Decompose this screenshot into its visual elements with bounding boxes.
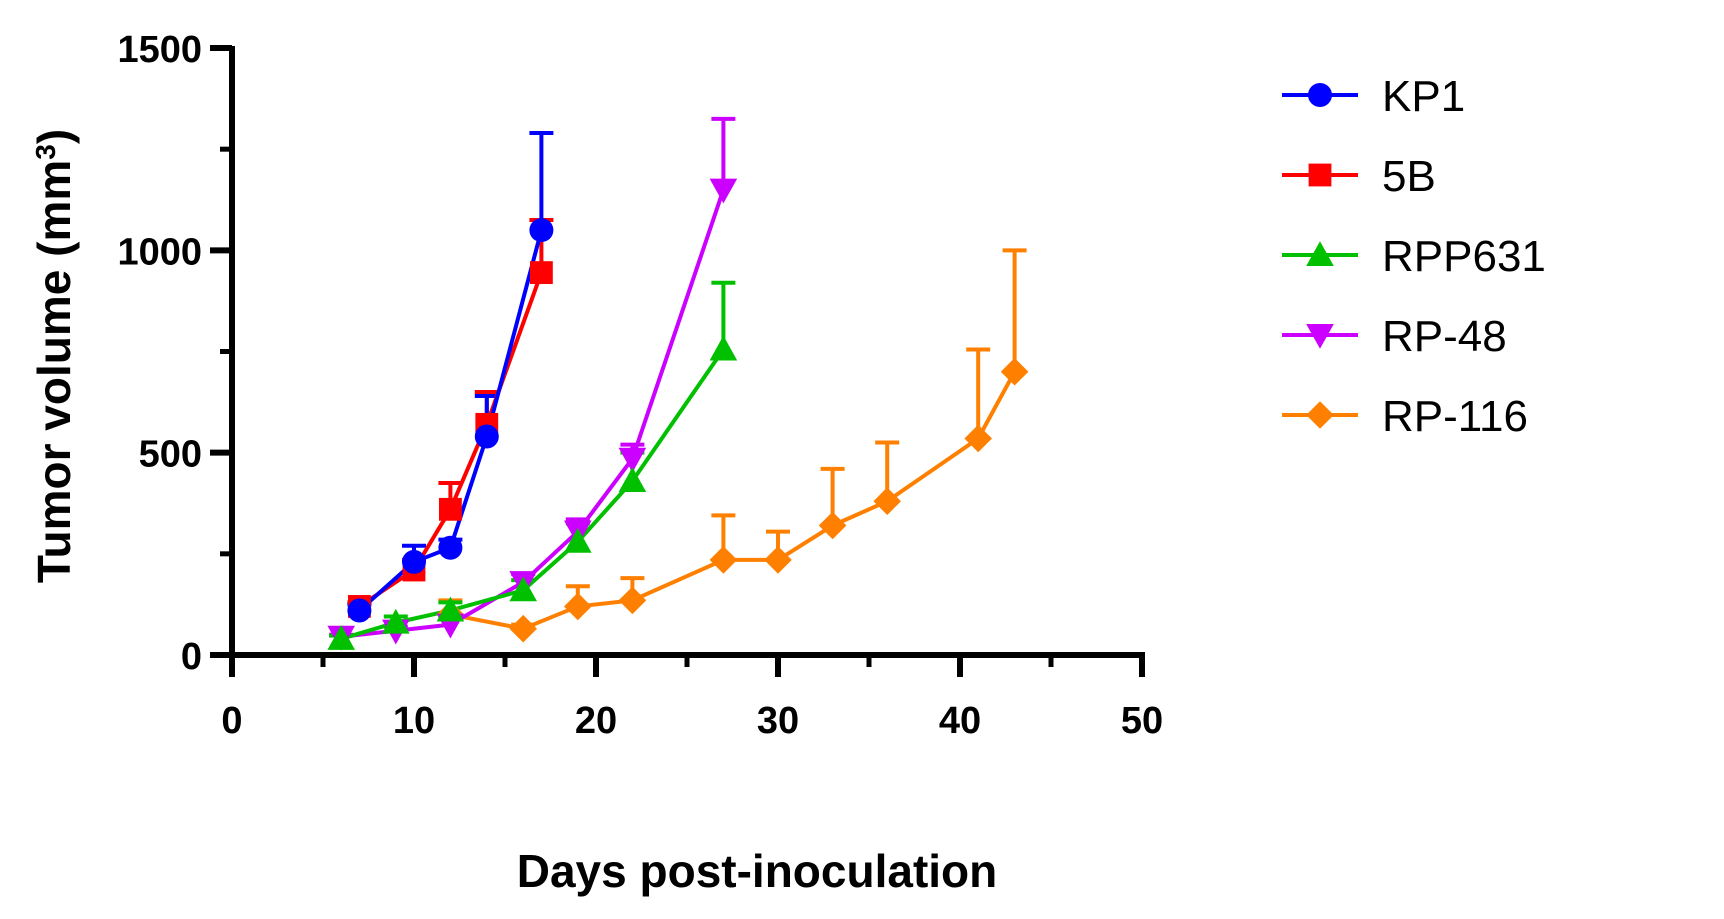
y-axis-title-close: )	[28, 129, 80, 144]
x-tick-label: 20	[575, 700, 617, 742]
legend-marker-5b	[1308, 163, 1332, 187]
x-tick-label: 50	[1121, 700, 1163, 742]
legend-marker-rp-48	[1306, 323, 1334, 349]
rp-116-data-point	[709, 546, 738, 574]
rpp631-data-point	[509, 576, 537, 602]
legend-label-rpp631: RPP631	[1382, 232, 1546, 281]
x-tick-label: 0	[221, 700, 242, 742]
y-tick-label: 500	[139, 434, 202, 476]
rpp631-data-point	[564, 527, 592, 553]
rp-116-data-point	[1000, 357, 1029, 386]
legend-marker-rpp631	[1306, 241, 1334, 267]
rpp631-data-point	[709, 335, 738, 361]
legend-marker-rp-116	[1306, 401, 1334, 429]
kp1-data-point	[402, 549, 426, 574]
y-axis-title-superscript: 3	[30, 144, 61, 160]
y-tick-label: 1000	[117, 231, 202, 273]
kp1-data-point	[474, 424, 499, 449]
kp1-data-point	[347, 598, 372, 623]
rp-116-data-point	[964, 424, 992, 453]
rp-116-data-point	[818, 511, 847, 540]
rpp631-data-point	[327, 625, 355, 650]
x-axis-title: Days post-inoculation	[517, 845, 997, 897]
x-tick-label: 40	[939, 700, 981, 742]
rp-116-data-point	[873, 487, 901, 516]
y-tick-label: 0	[181, 636, 202, 678]
legend-label-rp-116: RP-116	[1382, 392, 1528, 441]
legend-marker-kp1	[1308, 83, 1332, 107]
x-tick-label: 30	[757, 700, 799, 742]
kp1-data-point	[529, 218, 554, 243]
legend-label-5b: 5B	[1382, 152, 1436, 201]
rp-48-data-point	[618, 447, 647, 473]
y-axis-title: Tumor volume (mm3)	[28, 129, 80, 583]
5b-data-point	[439, 497, 462, 521]
rp-48-data-point	[709, 178, 738, 204]
rp-116-data-point	[618, 586, 647, 615]
rpp631-data-point	[618, 467, 647, 493]
legend-label-rp-48: RP-48	[1382, 312, 1507, 361]
rp-116-series-line	[450, 370, 1017, 631]
5b-data-point	[530, 261, 553, 284]
y-axis-title-main: Tumor volume (mm	[28, 160, 80, 583]
y-tick-label: 1500	[117, 29, 202, 71]
x-tick-label: 10	[393, 700, 435, 742]
rpp631-data-point	[436, 596, 465, 622]
rp-116-data-point	[509, 614, 537, 643]
rp-116-data-point	[564, 592, 592, 621]
kp1-data-point	[438, 535, 463, 560]
legend-label-kp1: KP1	[1382, 72, 1465, 121]
rp-116-data-point	[764, 546, 792, 574]
rpp631-data-point	[382, 608, 410, 634]
